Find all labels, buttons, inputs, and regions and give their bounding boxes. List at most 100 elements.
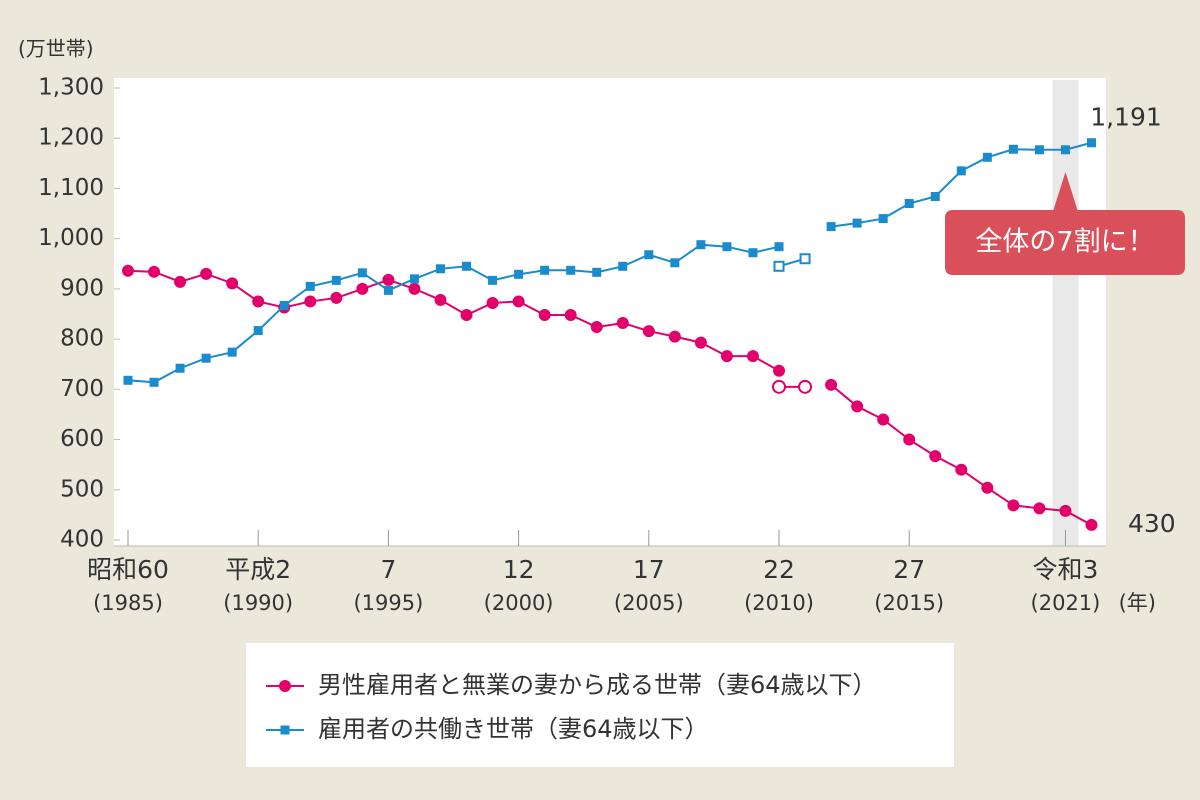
point	[826, 222, 836, 232]
legend-label: 雇用者の共働き世帯（妻64歳以下）	[318, 715, 709, 743]
point	[409, 274, 419, 284]
y-tick-label: 1,000	[38, 225, 104, 251]
highlight-band	[1052, 80, 1079, 546]
point	[798, 379, 813, 394]
point	[331, 275, 341, 285]
annotation: 全体の7割に！	[975, 227, 1154, 258]
point	[748, 248, 758, 258]
point	[1060, 145, 1070, 155]
point	[123, 375, 133, 385]
point	[305, 281, 315, 291]
point	[514, 269, 524, 279]
point	[955, 463, 968, 476]
x-tick-label: 7	[380, 555, 396, 584]
point	[200, 267, 213, 280]
legend-label: 男性雇用者と無業の妻から成る世帯（妻64歳以下）	[318, 671, 877, 699]
point	[201, 353, 211, 363]
point	[878, 214, 888, 224]
point	[382, 273, 395, 286]
x-tick-label: (2015)	[874, 591, 944, 615]
y-tick-label: 800	[60, 326, 104, 352]
point	[720, 350, 733, 363]
point	[1007, 499, 1020, 512]
point	[148, 265, 161, 278]
annotation-box	[945, 172, 1185, 275]
point	[799, 253, 811, 265]
x-tick-label: 12	[503, 555, 535, 584]
y-tick-label: 1,300	[38, 75, 104, 101]
point	[1085, 518, 1098, 531]
point	[773, 364, 786, 377]
point	[383, 285, 393, 295]
point	[279, 300, 289, 310]
point	[488, 275, 498, 285]
x-tick-label: (2010)	[744, 591, 814, 615]
point	[592, 267, 602, 277]
value-label: 430	[1128, 509, 1176, 538]
point	[304, 295, 317, 308]
point	[1034, 145, 1044, 155]
point	[1087, 138, 1096, 148]
x-tick-label: (2005)	[614, 591, 684, 615]
x-tick-label: 22	[763, 555, 795, 584]
point	[252, 295, 265, 308]
plot-area	[114, 78, 1106, 546]
point	[1008, 144, 1018, 154]
point	[696, 240, 706, 250]
point	[616, 317, 629, 330]
x-tick-label: 平成2	[225, 555, 291, 584]
point	[540, 265, 550, 275]
point	[851, 400, 864, 413]
point	[694, 336, 707, 349]
x-tick-label: 27	[893, 555, 925, 584]
point	[435, 264, 445, 274]
point	[538, 309, 551, 322]
point	[746, 350, 759, 363]
point	[618, 261, 628, 271]
point	[852, 218, 862, 228]
point	[226, 277, 239, 290]
legend	[246, 643, 954, 767]
point	[356, 282, 369, 295]
y-tick-label: 1,200	[38, 125, 104, 151]
point	[825, 378, 838, 391]
x-tick-label: (2000)	[484, 591, 554, 615]
x-axis-label: (年)	[1119, 591, 1156, 615]
point	[175, 363, 185, 373]
point	[227, 347, 237, 357]
point	[434, 293, 447, 306]
point	[668, 330, 681, 343]
point	[330, 291, 343, 304]
y-tick-label: 400	[60, 527, 104, 553]
point	[956, 166, 966, 176]
point	[722, 242, 732, 252]
point	[929, 450, 942, 463]
legend-marker	[280, 725, 290, 735]
point	[877, 413, 890, 426]
y-tick-label: 1,100	[38, 175, 104, 201]
point	[903, 433, 916, 446]
point	[566, 265, 576, 275]
legend-marker	[279, 680, 291, 692]
point	[1059, 504, 1072, 517]
point	[774, 242, 784, 252]
x-tick-label: 17	[633, 555, 665, 584]
point	[590, 321, 603, 334]
x-tick-label: (1990)	[223, 591, 293, 615]
value-label: 1,191	[1090, 103, 1162, 132]
point	[357, 268, 367, 278]
point	[486, 296, 499, 309]
point	[904, 199, 914, 209]
point	[642, 325, 655, 338]
point	[460, 309, 473, 322]
y-axis-label: (万世帯)	[18, 37, 94, 61]
point	[174, 275, 187, 288]
point	[512, 295, 525, 308]
point	[122, 264, 134, 277]
x-tick-label: 昭和60	[87, 555, 169, 584]
x-tick-label: (1985)	[93, 591, 163, 615]
y-tick-label: 900	[60, 275, 104, 301]
x-tick-label: 令和3	[1033, 555, 1099, 584]
point	[773, 260, 785, 272]
